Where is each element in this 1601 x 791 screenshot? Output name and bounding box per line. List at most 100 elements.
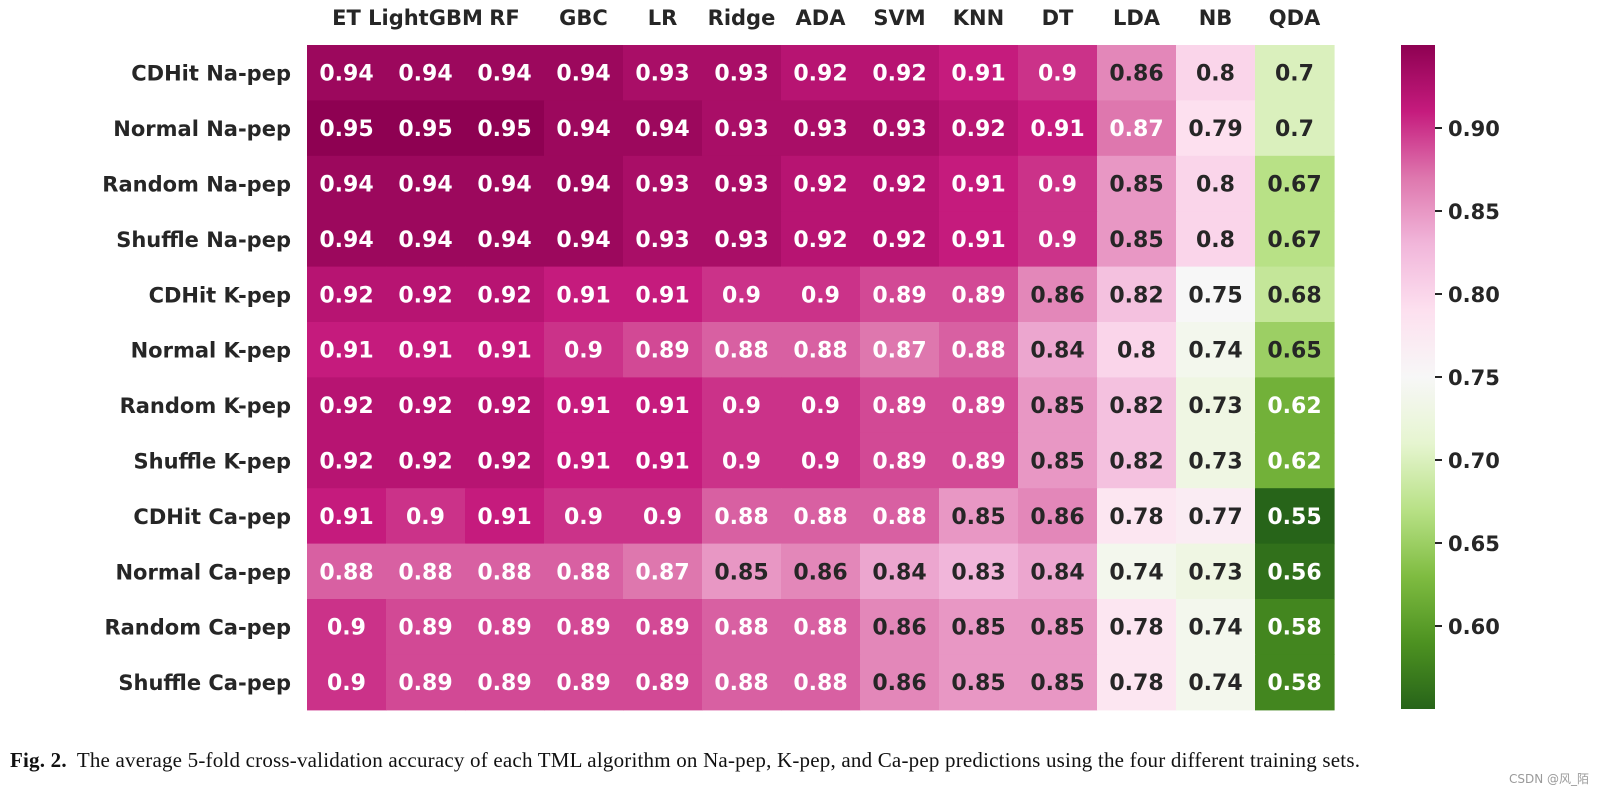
row-label: Normal Ca-pep (115, 560, 291, 584)
heatmap-cell (1176, 599, 1256, 655)
cell-value-label: 0.8 (1196, 62, 1235, 87)
colorbar-tick-label: 0.70 (1448, 449, 1500, 473)
cell-value-label: 0.91 (635, 394, 689, 419)
cell-value-label: 0.95 (477, 117, 531, 142)
row-label: Random K-pep (120, 394, 291, 418)
heatmap-cell (1097, 654, 1177, 711)
heatmap-cell (860, 543, 940, 600)
heatmap-cell (386, 100, 466, 157)
heatmap-cell (860, 432, 940, 489)
cell-value-label: 0.93 (635, 62, 689, 87)
heatmap-cell (307, 543, 387, 600)
cell-value-label: 0.9 (1038, 62, 1077, 87)
cell-value-label: 0.95 (398, 117, 452, 142)
heatmap-cell (465, 432, 545, 489)
heatmap-cell (939, 543, 1019, 600)
cell-value-label: 0.9 (1038, 173, 1077, 198)
cell-value-label: 0.93 (872, 117, 926, 142)
cell-value-label: 0.94 (556, 62, 610, 87)
column-label: LightGBM (368, 6, 483, 30)
heatmap-cell (544, 100, 624, 157)
cell-value-label: 0.94 (319, 173, 373, 198)
heatmap-cell (702, 45, 782, 101)
figure-caption: Fig. 2. The average 5-fold cross-validati… (10, 748, 1590, 773)
heatmap-cell (1176, 100, 1256, 157)
row-label: Random Na-pep (102, 173, 291, 197)
cell-value-label: 0.94 (398, 62, 452, 87)
cell-value-label: 0.62 (1267, 450, 1321, 475)
heatmap-cell (1255, 211, 1335, 268)
cell-value-label: 0.68 (1267, 283, 1321, 308)
cell-value-label: 0.92 (477, 450, 531, 475)
column-label: NB (1199, 6, 1233, 30)
heatmap-cell (386, 488, 466, 545)
cell-value-label: 0.88 (714, 505, 768, 530)
cell-value-label: 0.74 (1109, 560, 1163, 585)
heatmap-cell (544, 543, 624, 600)
heatmap-cell (386, 322, 466, 378)
cell-value-label: 0.92 (398, 450, 452, 475)
cell-value-label: 0.88 (319, 560, 373, 585)
cell-value-label: 0.73 (1188, 560, 1242, 585)
cell-value-label: 0.86 (872, 616, 926, 641)
heatmap-cell (781, 543, 861, 600)
heatmap-cell (781, 266, 861, 323)
heatmap-cell (386, 543, 466, 600)
cell-value-label: 0.84 (1030, 339, 1084, 364)
heatmap-cell (939, 45, 1019, 101)
heatmap-cell (1097, 599, 1177, 655)
cell-value-label: 0.84 (872, 560, 926, 585)
cell-value-label: 0.89 (635, 339, 689, 364)
cell-value-label: 0.58 (1267, 616, 1321, 641)
heatmap-cell (1097, 322, 1177, 378)
column-label: KNN (953, 6, 1004, 30)
cell-value-label: 0.92 (477, 394, 531, 419)
heatmap-cell (860, 155, 940, 212)
colorbar-tick-label: 0.80 (1448, 283, 1500, 307)
heatmap-cell (623, 100, 703, 157)
cell-value-label: 0.56 (1267, 560, 1321, 585)
heatmap-cell (702, 377, 782, 434)
cell-value-label: 0.86 (793, 560, 847, 585)
heatmap-cell (465, 488, 545, 545)
heatmap-cell (623, 377, 703, 434)
cell-value-label: 0.88 (714, 671, 768, 696)
row-label: CDHit K-pep (149, 283, 291, 307)
cell-value-label: 0.93 (635, 173, 689, 198)
cell-value-label: 0.89 (872, 283, 926, 308)
cell-value-label: 0.9 (801, 450, 840, 475)
cell-value-label: 0.91 (556, 450, 610, 475)
heatmap-cell (1255, 45, 1335, 101)
heatmap-cell (702, 543, 782, 600)
heatmap-cell (544, 488, 624, 545)
heatmap-cell (623, 266, 703, 323)
cell-value-label: 0.92 (951, 117, 1005, 142)
cell-value-label: 0.7 (1275, 117, 1314, 142)
row-label: Normal Na-pep (113, 117, 291, 141)
heatmap-cell (781, 45, 861, 101)
column-label: ADA (796, 6, 847, 30)
heatmap-cell (1097, 266, 1177, 323)
heatmap-cells: 0.94 0.94 0.94 0.94 0.93 0.93 0.92 0.92 0.91 0.9 0… (307, 45, 1335, 711)
cell-value-label: 0.89 (477, 671, 531, 696)
cell-value-label: 0.88 (398, 560, 452, 585)
heatmap-cell (1018, 488, 1098, 545)
heatmap-cell (1018, 377, 1098, 434)
cell-value-label: 0.92 (319, 394, 373, 419)
caption-label: Fig. 2. (10, 748, 67, 772)
heatmap-cell (1097, 155, 1177, 212)
cell-value-label: 0.91 (951, 62, 1005, 87)
column-label: DT (1042, 6, 1074, 30)
cell-value-label: 0.93 (714, 62, 768, 87)
cell-value-label: 0.91 (635, 283, 689, 308)
heatmap-cell (1018, 155, 1098, 212)
heatmap-cell (386, 155, 466, 212)
heatmap-cell (1176, 155, 1256, 212)
heatmap-cell (465, 599, 545, 655)
cell-value-label: 0.55 (1267, 505, 1321, 530)
cell-value-label: 0.77 (1188, 505, 1242, 530)
heatmap-cell (939, 322, 1019, 378)
heatmap-cell (1255, 155, 1335, 212)
cell-value-label: 0.93 (714, 117, 768, 142)
